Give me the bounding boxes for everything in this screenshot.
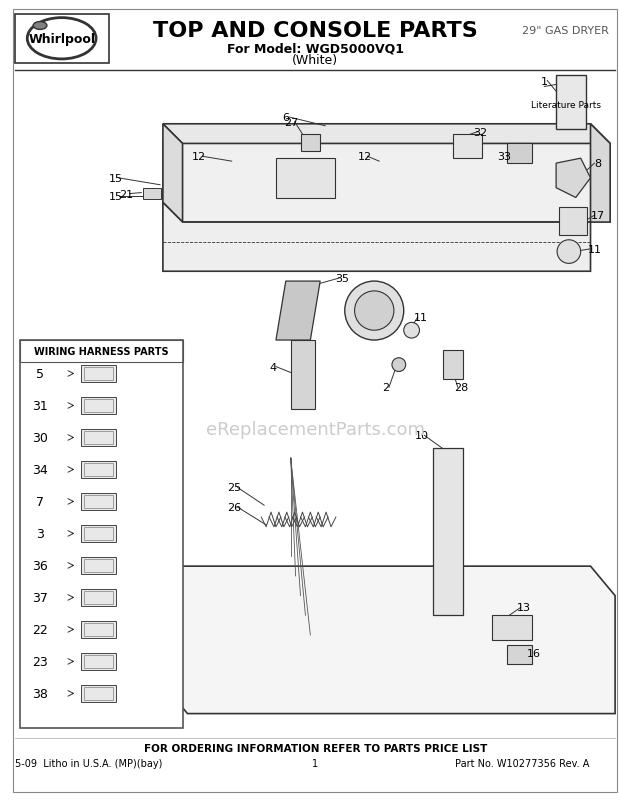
Polygon shape: [291, 341, 315, 409]
Text: 38: 38: [32, 687, 48, 700]
Text: 22: 22: [32, 623, 48, 636]
Polygon shape: [433, 448, 463, 615]
Circle shape: [557, 241, 581, 264]
Polygon shape: [163, 566, 615, 714]
Bar: [453, 135, 482, 159]
Circle shape: [345, 282, 404, 341]
Text: 30: 30: [32, 431, 48, 444]
Polygon shape: [163, 124, 182, 223]
Bar: [81, 685, 116, 703]
Polygon shape: [276, 282, 320, 341]
Bar: [81, 365, 116, 383]
Text: 13: 13: [516, 602, 531, 613]
Text: 5-09  Litho in U.S.A. (MP)(bay): 5-09 Litho in U.S.A. (MP)(bay): [16, 758, 163, 768]
Bar: [507, 144, 531, 164]
Text: 15: 15: [108, 174, 123, 184]
Text: 4: 4: [270, 363, 277, 372]
Text: eReplacementParts.com: eReplacementParts.com: [206, 420, 425, 438]
Text: 2: 2: [383, 383, 389, 393]
Text: 37: 37: [32, 591, 48, 604]
Polygon shape: [163, 124, 610, 144]
Text: 35: 35: [335, 273, 349, 284]
Circle shape: [404, 323, 420, 338]
Text: 29" GAS DRYER: 29" GAS DRYER: [523, 26, 609, 36]
Text: 21: 21: [120, 189, 133, 200]
Text: 11: 11: [587, 245, 601, 254]
Bar: [492, 615, 531, 640]
Circle shape: [355, 292, 394, 330]
Text: 3: 3: [36, 527, 44, 541]
Bar: [81, 525, 116, 542]
Text: 27: 27: [285, 118, 299, 128]
Polygon shape: [590, 124, 610, 223]
Bar: [507, 645, 531, 665]
Bar: [84, 431, 113, 445]
Text: 5: 5: [36, 367, 44, 380]
Bar: [81, 589, 116, 606]
Text: 11: 11: [414, 313, 427, 323]
Text: 33: 33: [497, 152, 511, 162]
Text: 10: 10: [414, 431, 428, 441]
Text: 16: 16: [526, 648, 541, 658]
Text: 17: 17: [590, 211, 604, 221]
Bar: [84, 367, 113, 381]
Bar: [559, 208, 587, 236]
Bar: [84, 687, 113, 700]
Text: 36: 36: [32, 559, 48, 572]
Bar: [81, 557, 116, 574]
Polygon shape: [163, 203, 590, 272]
Bar: [16, 14, 109, 63]
Polygon shape: [556, 159, 590, 198]
Bar: [443, 350, 463, 380]
Text: WIRING HARNESS PARTS: WIRING HARNESS PARTS: [34, 346, 169, 356]
Bar: [81, 621, 116, 638]
Bar: [81, 397, 116, 415]
Bar: [84, 591, 113, 605]
Text: 12: 12: [357, 152, 371, 162]
Text: 32: 32: [473, 128, 487, 137]
Text: TOP AND CONSOLE PARTS: TOP AND CONSOLE PARTS: [153, 22, 477, 42]
Text: 23: 23: [32, 655, 48, 668]
Text: Whirlpool: Whirlpool: [28, 33, 95, 46]
Bar: [84, 463, 113, 476]
Text: For Model: WGD5000VQ1: For Model: WGD5000VQ1: [227, 43, 404, 55]
Bar: [84, 559, 113, 573]
Text: Literature Parts: Literature Parts: [531, 100, 601, 110]
Bar: [556, 75, 586, 130]
Text: 6: 6: [282, 113, 290, 123]
Bar: [301, 135, 320, 152]
Text: 8: 8: [594, 159, 601, 169]
Text: 31: 31: [32, 399, 48, 412]
Bar: [143, 188, 161, 200]
Text: 1: 1: [312, 758, 318, 768]
Bar: [84, 399, 113, 413]
Bar: [20, 341, 182, 728]
Text: 25: 25: [228, 483, 242, 493]
Text: 7: 7: [36, 496, 44, 508]
Polygon shape: [163, 144, 590, 223]
Bar: [84, 495, 113, 508]
Text: 26: 26: [228, 503, 242, 512]
Text: 12: 12: [192, 152, 206, 162]
Text: 15: 15: [108, 192, 123, 201]
Ellipse shape: [33, 22, 47, 30]
Bar: [81, 493, 116, 511]
Bar: [81, 653, 116, 670]
Text: FOR ORDERING INFORMATION REFER TO PARTS PRICE LIST: FOR ORDERING INFORMATION REFER TO PARTS …: [144, 743, 487, 753]
Bar: [276, 159, 335, 198]
Bar: [20, 341, 182, 363]
Bar: [84, 527, 113, 541]
Text: Part No. W10277356 Rev. A: Part No. W10277356 Rev. A: [454, 758, 589, 768]
Bar: [81, 429, 116, 447]
Circle shape: [392, 358, 405, 372]
Bar: [84, 623, 113, 637]
Text: (White): (White): [292, 55, 339, 67]
Bar: [81, 461, 116, 479]
Bar: [84, 654, 113, 668]
Text: 1: 1: [541, 76, 548, 87]
Text: 28: 28: [454, 383, 468, 393]
Text: 34: 34: [32, 464, 48, 476]
